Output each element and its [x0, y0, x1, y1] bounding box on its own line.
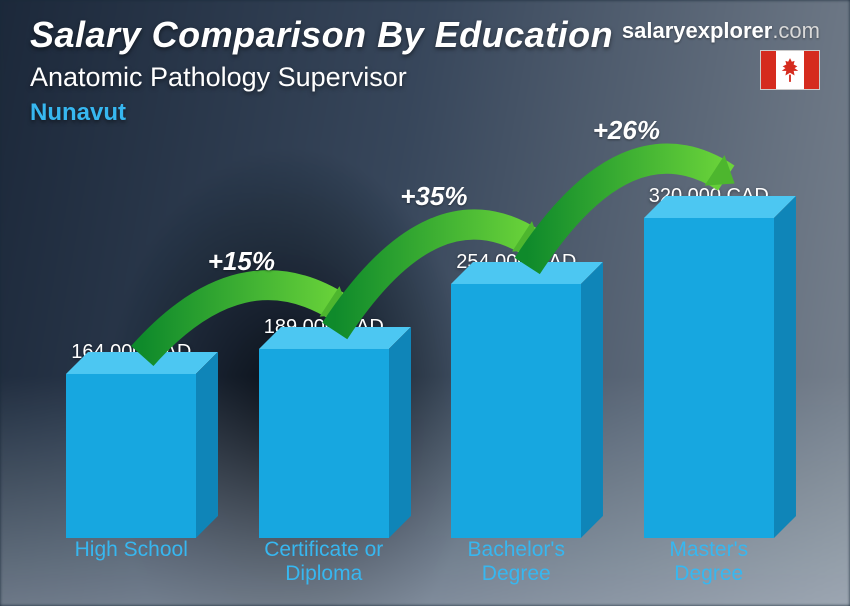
bar-top-face — [259, 327, 411, 349]
brand-domain: .com — [772, 18, 820, 43]
bar-top-face — [66, 352, 218, 374]
category-label: Master's Degree — [628, 538, 791, 588]
bar-3d — [66, 374, 196, 538]
bar-front-face — [644, 218, 774, 538]
country-flag-canada — [760, 50, 820, 90]
bar-chart: 164,000 CAD189,000 CAD254,000 CAD320,000… — [50, 150, 790, 588]
category-label: High School — [50, 538, 213, 588]
bar-side-face — [774, 196, 796, 538]
maple-leaf-icon — [776, 51, 804, 89]
increment-label: +35% — [400, 181, 467, 212]
bar-slot: 164,000 CAD — [50, 150, 213, 538]
page-subtitle: Anatomic Pathology Supervisor — [30, 62, 820, 93]
bar-3d — [259, 349, 389, 538]
brand-label: salaryexplorer.com — [622, 18, 820, 44]
bar-top-face — [644, 196, 796, 218]
bar-front-face — [66, 374, 196, 538]
region-label: Nunavut — [30, 99, 820, 127]
category-label: Certificate or Diploma — [243, 538, 406, 588]
bar-front-face — [451, 284, 581, 538]
bar-front-face — [259, 349, 389, 538]
categories-container: High School Certificate or Diploma Bachelo… — [50, 538, 790, 588]
bar-3d — [644, 218, 774, 538]
bar-top-face — [451, 262, 603, 284]
bar-slot: 189,000 CAD — [243, 150, 406, 538]
bar-side-face — [389, 327, 411, 538]
bar-side-face — [196, 352, 218, 538]
brand-name: salaryexplorer — [622, 18, 772, 43]
bar-3d — [451, 284, 581, 538]
increment-label: +26% — [593, 115, 660, 146]
category-label: Bachelor's Degree — [435, 538, 598, 588]
bar-slot: 320,000 CAD — [628, 150, 791, 538]
flag-band-left — [761, 51, 776, 89]
increment-label: +15% — [208, 246, 275, 277]
flag-band-right — [804, 51, 819, 89]
bar-side-face — [581, 262, 603, 538]
